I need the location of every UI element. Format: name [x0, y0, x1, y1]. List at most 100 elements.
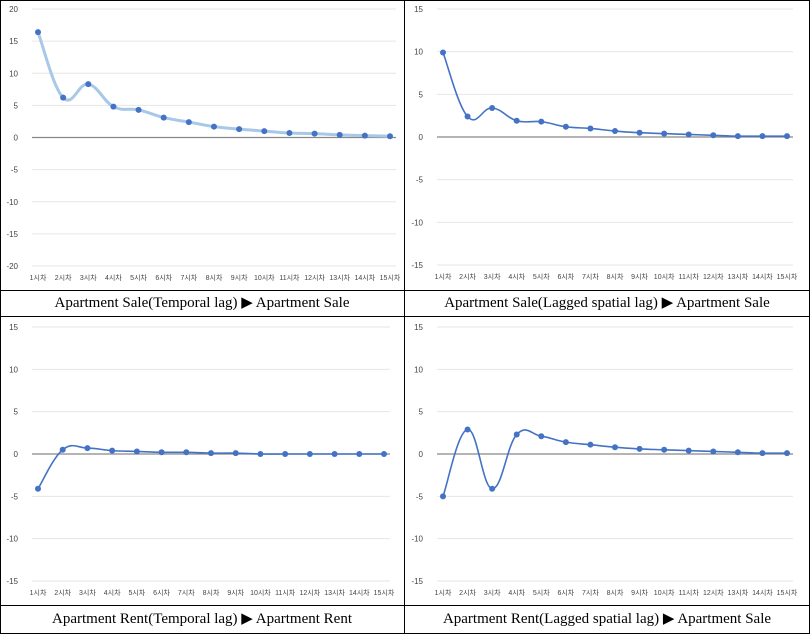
x-tick-label: 1시차: [435, 272, 452, 281]
data-point: [286, 130, 293, 137]
x-tick-label: 6시차: [155, 273, 172, 282]
x-tick-label: 14시차: [349, 588, 370, 597]
y-tick-label: 0: [14, 450, 19, 459]
x-tick-label: 13시차: [324, 588, 345, 597]
y-tick-label: -5: [416, 492, 424, 501]
data-point: [685, 447, 692, 454]
y-tick-label: 10: [9, 69, 18, 78]
data-point: [513, 431, 520, 438]
data-point: [513, 117, 520, 124]
data-point: [261, 128, 268, 135]
data-point: [636, 445, 643, 452]
chart-panel-1: -20 -15 -10 -5 0 5 10 15 20 1시차 2시차 3시차 4시차 5시차 6시차 7시차…: [0, 0, 404, 290]
x-tick-label: 15시차: [374, 588, 395, 597]
data-point: [35, 485, 41, 492]
y-tick-label: 15: [414, 323, 423, 332]
data-point: [489, 104, 496, 111]
x-tick-label: 13시차: [728, 272, 749, 281]
data-point: [232, 450, 239, 457]
vertical-divider: [404, 0, 405, 634]
x-tick-label: 6시차: [153, 588, 170, 597]
y-tick-label: 5: [419, 408, 424, 417]
x-tick-label: 11시차: [679, 588, 700, 597]
x-tick-label: 8시차: [206, 273, 223, 282]
x-tick-label: 7시차: [180, 273, 197, 282]
data-point: [160, 114, 167, 121]
x-tick-label: 1시차: [435, 588, 452, 597]
row-divider: [0, 316, 810, 317]
data-point: [311, 130, 318, 137]
x-tick-label: 15시차: [380, 273, 401, 282]
x-tick-label: 1시차: [30, 588, 47, 597]
x-tick-label: 2시차: [459, 272, 476, 281]
y-tick-label: -15: [411, 577, 423, 586]
x-tick-label: 9시차: [631, 588, 648, 597]
x-tick-label: 10시차: [654, 588, 675, 597]
x-tick-label: 6시차: [557, 588, 574, 597]
y-tick-label: 10: [414, 48, 423, 57]
y-tick-label: -5: [416, 176, 424, 185]
y-tick-label: -10: [6, 535, 18, 544]
y-tick-label: 0: [419, 450, 424, 459]
x-tick-label: 15시차: [777, 588, 798, 597]
y-tick-label: -15: [411, 261, 423, 270]
x-tick-label: 2시차: [55, 273, 72, 282]
chart-1-svg: -20 -15 -10 -5 0 5 10 15 20 1시차 2시차 3시차 4시차 5시차 6시차 7시차…: [6, 5, 401, 282]
data-point: [489, 485, 496, 492]
y-tick-label: 0: [419, 133, 424, 142]
data-point: [183, 449, 190, 456]
x-tick-label: 15시차: [777, 272, 798, 281]
data-point: [84, 445, 91, 452]
y-tick-label: 5: [14, 408, 19, 417]
x-tick-label: 7시차: [178, 588, 195, 597]
data-point: [35, 29, 41, 36]
data-point: [158, 449, 165, 456]
x-tick-label: 4시차: [508, 272, 525, 281]
x-tick-label: 3시차: [484, 272, 501, 281]
x-tick-label: 3시차: [79, 588, 96, 597]
x-tick-label: 8시차: [203, 588, 220, 597]
data-point: [257, 451, 264, 457]
data-point: [331, 451, 338, 457]
data-point: [464, 426, 471, 433]
x-tick-label: 12시차: [304, 273, 325, 282]
data-point: [587, 441, 594, 448]
data-point: [538, 433, 545, 440]
chart-2-svg: -15 -10 -5 0 5 10 15 1시차 2시차 3시차 4시차 5시차 6시차 7시차 8시차 9시…: [411, 5, 798, 281]
data-point: [661, 130, 668, 137]
x-tick-label: 7시차: [582, 588, 599, 597]
chart-4-caption: Apartment Rent(Lagged spatial lag) ▶ Apa…: [442, 611, 772, 627]
x-tick-label: 5시차: [128, 588, 145, 597]
x-tick-label: 7시차: [582, 272, 599, 281]
data-point: [784, 450, 790, 457]
x-tick-label: 11시차: [275, 588, 296, 597]
x-tick-label: 8시차: [607, 588, 624, 597]
data-point: [734, 449, 741, 456]
x-tick-label: 10시차: [250, 588, 271, 597]
data-point: [759, 133, 766, 140]
data-point: [685, 131, 692, 138]
x-tick-label: 9시차: [231, 273, 248, 282]
data-point: [60, 94, 67, 101]
x-tick-label: 8시차: [607, 272, 624, 281]
data-point: [759, 450, 766, 457]
data-point: [282, 451, 289, 457]
data-point: [734, 133, 741, 140]
data-point: [85, 81, 92, 88]
y-tick-label: 10: [9, 365, 18, 374]
x-tick-label: 10시차: [254, 273, 275, 282]
data-point: [587, 125, 594, 132]
x-tick-label: 11시차: [279, 273, 300, 282]
caption-bottom-divider: [0, 605, 810, 606]
y-tick-label: 15: [9, 323, 18, 332]
data-point: [185, 119, 192, 126]
data-point: [381, 451, 387, 457]
data-point: [661, 446, 668, 453]
x-tick-label: 2시차: [459, 588, 476, 597]
y-tick-label: -10: [6, 198, 18, 207]
x-tick-label: 3시차: [80, 273, 97, 282]
y-tick-label: 0: [14, 134, 19, 143]
y-tick-label: -10: [411, 535, 423, 544]
y-tick-label: 15: [414, 5, 423, 14]
x-tick-label: 2시차: [54, 588, 71, 597]
